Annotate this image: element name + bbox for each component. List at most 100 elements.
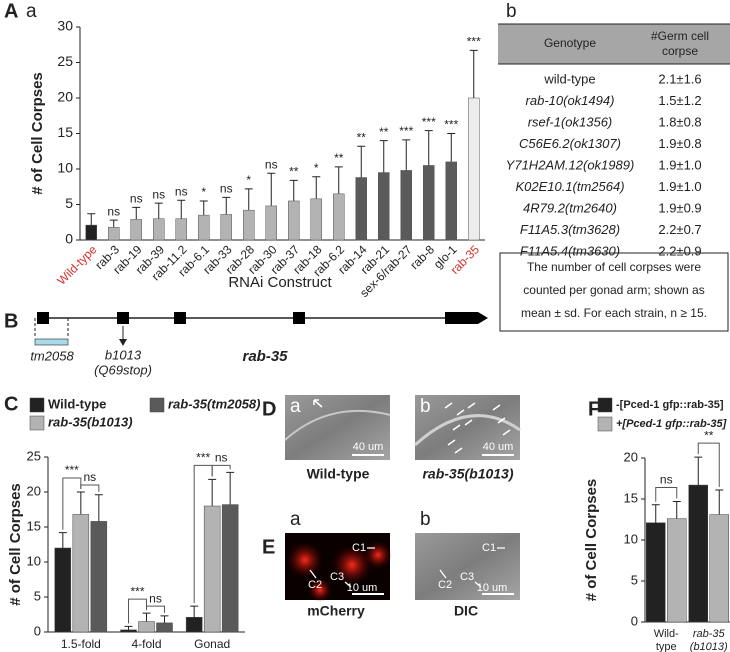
y-tick-label: 10 — [624, 531, 638, 546]
bracket — [62, 477, 82, 530]
legend-label: +[Pced-1 gfp::rab-35] — [616, 418, 727, 430]
texture — [287, 542, 323, 578]
table-cell: 2.1±1.6 — [658, 71, 701, 86]
caption: DIC — [454, 603, 478, 619]
cell-label: C1 — [482, 542, 496, 554]
error-bar — [447, 133, 456, 162]
bar — [175, 218, 187, 241]
significance: *** — [467, 35, 481, 49]
caption: Wild-type — [307, 466, 370, 482]
bar — [108, 226, 120, 241]
table-cell: 1.9±0.9 — [658, 200, 701, 215]
significance: ns — [83, 470, 96, 484]
bar — [156, 622, 173, 633]
table-cell: 1.5±1.2 — [658, 93, 701, 108]
bracket — [655, 486, 678, 502]
error-bar — [142, 612, 151, 622]
x-tick-label: 1.5-fold — [61, 637, 101, 651]
significance: ** — [334, 151, 344, 165]
error-bar — [94, 494, 103, 522]
texture — [332, 545, 372, 585]
bar — [85, 224, 97, 241]
y-axis-title: # of Cell Corpses — [7, 483, 24, 606]
exon — [293, 312, 305, 324]
caption: mCherry — [307, 603, 365, 619]
bar — [667, 518, 687, 623]
significance: ns — [107, 204, 120, 218]
arrows — [439, 547, 505, 588]
significance: *** — [399, 124, 413, 138]
texture — [413, 414, 521, 447]
bar — [72, 514, 90, 633]
error-bar — [177, 199, 186, 219]
table-cell: 1.9±0.8 — [658, 136, 701, 151]
error-bar — [160, 615, 169, 623]
error-bar — [424, 130, 433, 166]
image-letter: b — [420, 396, 431, 417]
table-cell: rsef-1(ok1356) — [528, 114, 613, 129]
arrows — [444, 402, 511, 454]
significance: ** — [704, 428, 714, 442]
table-cell: 4R79.2(tm2640) — [523, 200, 617, 215]
bar — [646, 522, 666, 623]
y-tick-label: 10 — [57, 160, 73, 176]
significance: * — [246, 173, 251, 187]
error-bar — [222, 196, 231, 215]
error-bar — [715, 489, 724, 515]
error-bar — [244, 188, 253, 211]
error-bar — [154, 202, 163, 219]
legend-label: Wild-type — [48, 396, 106, 411]
x-tick-label: rab-35 — [693, 628, 726, 640]
micrograph — [415, 533, 520, 600]
table-cell: wild-type — [543, 71, 595, 86]
legend-swatch — [597, 416, 613, 432]
error-bar — [402, 139, 411, 171]
bar — [688, 484, 708, 623]
bar — [400, 170, 412, 241]
table-cell: 1.9±1.0 — [658, 179, 701, 194]
table-cell: 2.2±0.7 — [658, 222, 701, 237]
error-bar — [469, 49, 478, 98]
scale-label: 10 um — [347, 582, 378, 594]
y-tick-label: 15 — [27, 518, 41, 533]
bracket — [80, 484, 100, 492]
header-cell: corpse — [662, 44, 698, 58]
legend-swatch — [149, 397, 165, 413]
bar — [138, 621, 155, 633]
significance: ns — [215, 451, 228, 465]
mutation-label: (Q69stop) — [94, 362, 152, 377]
significance: ns — [152, 187, 165, 201]
panel-label: F — [588, 398, 600, 420]
y-tick-label: 20 — [57, 89, 73, 105]
panel-label: C — [4, 393, 18, 415]
table-cell: 1.8±0.8 — [658, 114, 701, 129]
panel-label: B — [4, 310, 18, 332]
micrograph-panel: D a 40 um Wild-type b 40 um rab-35(b1013… — [262, 395, 521, 482]
bar — [709, 514, 729, 623]
error-bar — [109, 219, 118, 228]
deletion-bar — [34, 338, 69, 346]
note: counted per gonad arm; shown as — [523, 283, 704, 297]
y-tick-label: 0 — [631, 613, 638, 628]
gene-name: rab-35 — [242, 348, 288, 365]
arrow — [313, 399, 323, 408]
y-tick-label: 15 — [624, 490, 638, 505]
bar — [265, 205, 277, 241]
x-tick-label: 4-fold — [131, 637, 161, 651]
y-tick-label: 20 — [624, 449, 638, 464]
cell-label: C1 — [352, 542, 366, 554]
scale-label: 40 um — [353, 441, 384, 453]
significance: ns — [130, 192, 143, 206]
panel-label: D — [262, 398, 276, 420]
y-tick-label: 5 — [631, 572, 638, 587]
exon — [117, 312, 129, 324]
y-tick-label: 10 — [27, 553, 41, 568]
panel-label: A — [4, 0, 18, 22]
y-axis-title: # of Cell Corpses — [583, 479, 600, 602]
bar — [54, 547, 72, 633]
legend-label: rab-35(b1013) — [48, 414, 133, 429]
y-tick-label: 15 — [57, 124, 73, 140]
significance: ns — [265, 157, 278, 171]
table-cell: F11A5.3(tm3628) — [520, 222, 620, 237]
